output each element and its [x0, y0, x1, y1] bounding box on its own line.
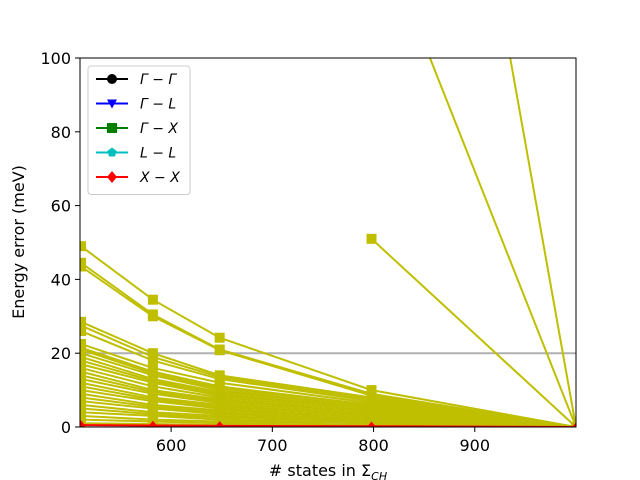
data-point [366, 233, 377, 244]
data-point [80, 326, 87, 337]
data-point [147, 294, 158, 305]
data-point [214, 345, 225, 356]
plot-frame [79, 57, 577, 428]
legend-label: Γ − X [140, 121, 178, 137]
series-line [370, 238, 576, 427]
legend-label: Γ − L [140, 97, 176, 113]
y-axis: 0 20 40 60 80 100 [40, 49, 80, 437]
y-axis-label: Energy error (meV) [9, 165, 28, 319]
legend: Γ − Γ Γ − L Γ − X L − L X − X [87, 65, 191, 195]
data-point [367, 421, 376, 427]
series-line [509, 58, 576, 427]
legend-marker [107, 123, 117, 133]
legend-entry: L − L [96, 146, 176, 162]
data-point [147, 355, 158, 366]
legend-entry: Γ − Γ [96, 72, 177, 88]
legend-entry: Γ − X [96, 121, 178, 137]
y-tick-label: 80 [51, 123, 71, 142]
x-tick-label: 600 [156, 436, 187, 455]
y-tick-label: 60 [51, 197, 71, 216]
data-point [148, 420, 157, 427]
legend-label: L − L [140, 146, 176, 162]
data-point [214, 332, 225, 343]
steep-series-0 [509, 58, 576, 427]
axes-frame [79, 57, 577, 428]
x-tick-label: 700 [257, 436, 288, 455]
legend-label: X − X [139, 170, 180, 186]
data-point [571, 422, 576, 427]
data-point [572, 422, 576, 427]
legend-marker [107, 147, 117, 157]
x-axis: 600 700 800 900 [156, 427, 490, 455]
legend-marker [107, 171, 117, 183]
series-line [428, 58, 576, 427]
legend-label: Γ − Γ [140, 72, 177, 88]
y-tick-label: 0 [61, 418, 71, 437]
x-tick-label: 900 [460, 436, 491, 455]
x-tick-label: 800 [358, 436, 389, 455]
legend-marker [107, 99, 117, 109]
series-layer [80, 58, 576, 427]
data-point [147, 311, 158, 322]
y-tick-label: 100 [40, 49, 71, 68]
legend-entry: X − X [96, 170, 180, 186]
data-point [80, 320, 87, 331]
data-point [80, 418, 87, 427]
y-tick-label: 20 [51, 344, 71, 363]
y-tick-label: 40 [51, 270, 71, 289]
data-point [215, 421, 224, 427]
x-axis-label: # states in ΣCH [269, 461, 387, 480]
data-point [80, 241, 87, 252]
legend-marker [107, 74, 117, 84]
legend-entry: Γ − L [96, 97, 176, 113]
data-point [80, 261, 87, 272]
data-point [80, 420, 86, 427]
legend-box [87, 65, 191, 195]
